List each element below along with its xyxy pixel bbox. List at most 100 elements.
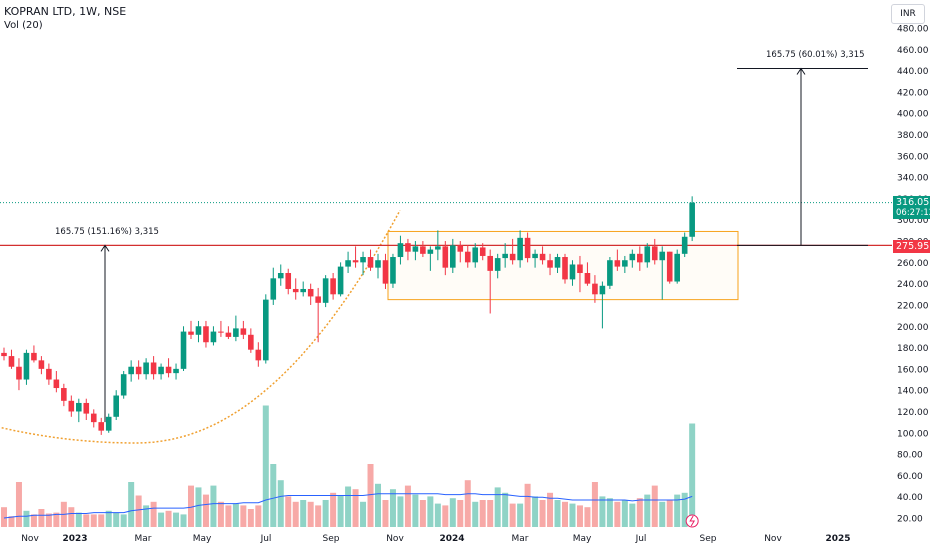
candle-body [270,278,277,300]
candle-body [68,400,75,412]
volume-bar [277,480,284,527]
right-measure-label: 165.75 (60.01%) 3,315 [766,50,865,60]
x-tick-label: Mar [512,534,529,544]
candle-body [263,299,269,361]
y-tick-label: 140.00 [897,387,929,397]
candle-body [584,273,591,284]
y-tick-label: 20.00 [897,515,923,525]
candle-body [427,249,434,254]
candle-body [494,258,501,271]
x-tick-label: Nov [764,534,782,544]
candle-body [375,260,381,268]
volume-bar [681,492,688,527]
currency-badge[interactable]: INR [891,4,925,24]
volume-bar [472,501,479,527]
volume-bar [367,464,374,527]
volume-bar [232,503,239,527]
candle-body [502,253,508,259]
candle-body [352,260,359,263]
volume-bar [554,500,561,527]
candle-body [360,257,366,263]
y-tick-label: 180.00 [897,344,929,354]
y-tick-label: 300.00 [897,216,929,226]
y-tick-label: 400.00 [897,110,929,120]
price-axis[interactable]: 480.00 460.00 440.00 420.00 400.00 380.00 360.… [897,25,929,525]
left-measure-label: 165.75 (151.16%) 3,315 [55,227,159,237]
y-tick-label: 160.00 [897,365,929,375]
candle-body [666,251,673,282]
candle-body [382,260,389,284]
candle-body [674,253,680,282]
candle-body [577,264,583,273]
volume-bar [262,405,269,527]
volume-bar [360,501,367,527]
candle-body [300,288,306,293]
candle-body [98,422,105,431]
y-tick-label: 200.00 [897,323,929,333]
volume-bar [621,500,628,527]
x-tick-label: Jul [635,534,647,544]
volume-bar [165,510,172,527]
time-axis[interactable]: Nov 2023 Mar May Jul Sep Nov 2024 Mar May Jul Sep No… [21,534,850,544]
y-tick-label: 220.00 [897,301,929,311]
volume-bar [315,505,322,527]
volume-bar [180,514,187,527]
volume-bar [270,464,277,527]
volume-bar [300,500,307,527]
volume-bar [434,503,441,527]
volume-bar [464,480,471,527]
volume-bar [202,494,209,527]
candle-body [479,247,486,256]
volume-ma-line [3,493,693,519]
volume-bar [38,509,45,527]
x-tick-label: Jul [260,534,272,544]
candle-body [165,366,172,374]
volume-bar [666,500,673,527]
candle-body [554,257,561,268]
candle-body [487,255,493,271]
volume-bar [412,494,419,527]
candle-body [420,246,426,254]
volume-bar [591,482,598,527]
candle-body [150,362,157,375]
volume-bar [143,505,150,527]
y-tick-label: 360.00 [897,152,929,162]
candle-body [651,246,658,261]
candle-body [105,416,112,431]
candle-body [457,245,464,252]
cup-curve [0,210,401,444]
volume-bar [150,501,157,527]
volume-bar [494,487,501,527]
volume-bar [614,501,621,527]
volume-bar [457,500,464,527]
volume-bar [337,495,344,527]
volume-bar [15,482,22,527]
volume-bar [45,513,52,527]
volume-bar [225,505,232,527]
candle-body [637,253,643,263]
y-tick-label: 80.00 [897,451,923,461]
volume-bar [1,507,7,527]
y-tick-label: 420.00 [897,88,929,98]
volume-ma-layer [3,493,693,519]
candle-body [143,362,149,375]
candle-body [1,352,7,357]
bar-countdown: 06:27:12 [896,207,932,218]
x-tick-label: 2025 [825,534,850,544]
volume-bar [689,423,696,527]
candle-body [195,326,202,335]
x-tick-label: Nov [21,534,39,544]
y-tick-label: 120.00 [897,408,929,418]
candle-body [248,334,254,350]
volume-indicator-label: Vol (20) [4,20,43,31]
volume-bar [23,510,30,527]
volume-bar [292,501,299,527]
candle-body [681,236,688,254]
volume-bar [105,510,112,527]
candle-body [367,257,374,268]
y-tick-label: 260.00 [897,259,929,269]
last-price-value: 316.05 [896,196,930,208]
candle-body [277,273,284,279]
candle-body [240,328,247,335]
